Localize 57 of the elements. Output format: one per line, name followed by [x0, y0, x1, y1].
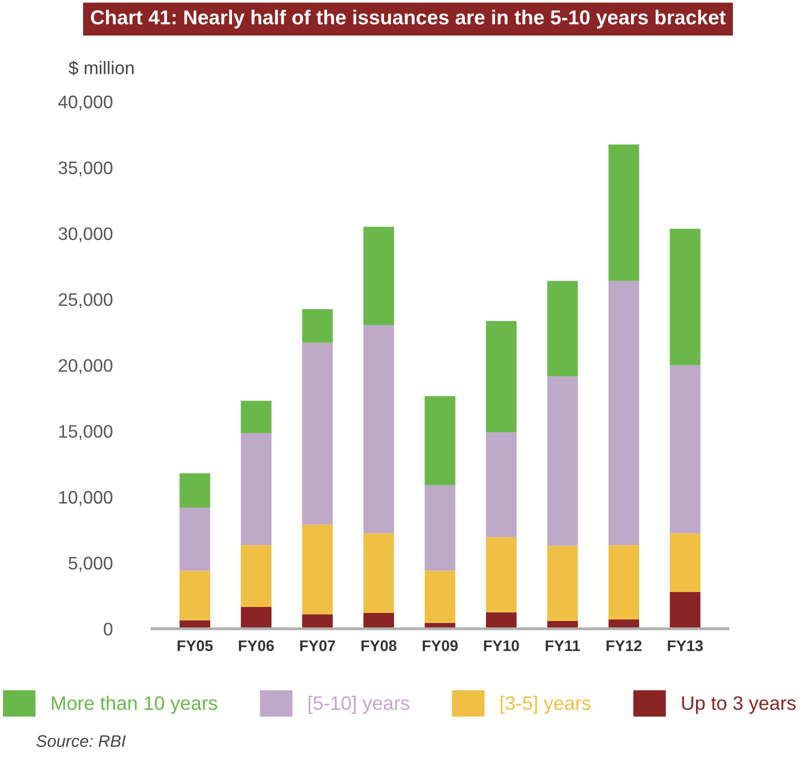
bar [486, 321, 517, 432]
bar [180, 570, 210, 620]
bar [363, 324, 394, 534]
y-tick-label: 15,000 [59, 425, 112, 440]
bar [547, 546, 578, 621]
x-tick-label: FY06 [238, 640, 274, 652]
bar [302, 342, 333, 525]
bar [363, 533, 394, 613]
bar [302, 614, 333, 629]
x-tick-label: FY11 [546, 640, 580, 651]
bar [180, 508, 210, 571]
y-axis-title: $ million [68, 60, 134, 76]
y-tick-label: 20,000 [58, 359, 112, 374]
y-tick-label: 35,000 [58, 161, 112, 176]
legend-label: Up to 3 years [682, 696, 796, 714]
bar [486, 612, 517, 629]
y-tick-label: 40,000 [58, 96, 112, 110]
bar [608, 144, 640, 281]
bar [608, 545, 640, 620]
bar [670, 533, 700, 592]
bar [302, 309, 333, 343]
bar [240, 545, 272, 608]
bar [240, 607, 272, 629]
bar [547, 280, 578, 376]
bar [424, 570, 456, 623]
source-note: Source: RBI [36, 735, 126, 747]
bar [180, 473, 210, 508]
bar [424, 485, 456, 571]
chart-title: Chart 41: Nearly half of the issuances are in the 5-10 years bracket [90, 10, 726, 28]
bar [240, 433, 272, 546]
x-tick-label: FY10 [484, 640, 519, 652]
x-tick-label: FY07 [300, 640, 336, 652]
x-tick-label: FY05 [178, 640, 213, 652]
y-tick-label: 30,000 [58, 227, 112, 242]
y-tick-label: 10,000 [59, 490, 112, 506]
x-tick-label: FY12 [606, 640, 642, 651]
bar [670, 228, 700, 366]
bar [240, 400, 272, 434]
x-tick-label: FY08 [361, 640, 397, 652]
legend-label: More than 10 years [52, 696, 218, 714]
bar [547, 376, 578, 546]
bar [486, 537, 517, 612]
bar [363, 226, 394, 325]
bar [486, 432, 517, 538]
bar [608, 280, 640, 546]
legend-label: [5-10] years [308, 696, 410, 714]
x-tick-label: FY13 [668, 640, 703, 652]
bar [302, 524, 333, 614]
bar [363, 612, 394, 629]
x-tick-label: FY09 [422, 640, 458, 652]
y-tick-label: 0 [104, 622, 112, 636]
y-tick-label: 5,000 [68, 556, 112, 572]
y-tick-label: 25,000 [58, 293, 112, 308]
bar [670, 592, 700, 629]
bar [424, 396, 456, 486]
bar [670, 365, 700, 534]
legend-label: [3-5] years [500, 696, 591, 714]
